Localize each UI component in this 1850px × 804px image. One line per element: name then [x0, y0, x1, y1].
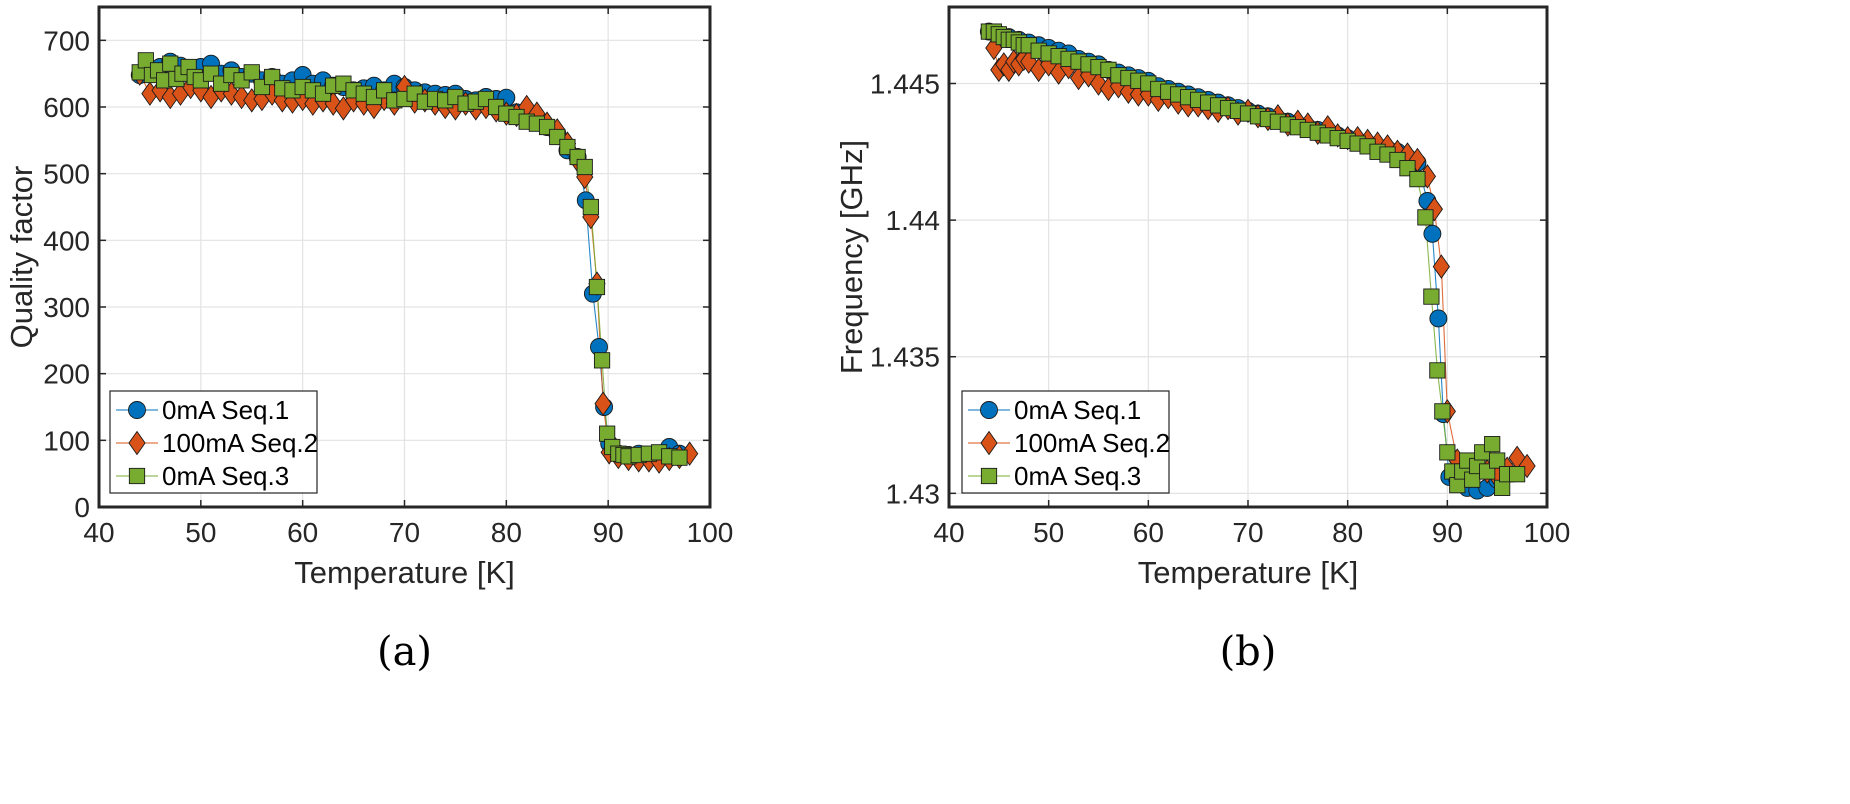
x-tick-label: 70 [389, 517, 420, 548]
y-tick-label: 300 [43, 292, 90, 323]
legend-entry: 100mA Seq.2 [968, 428, 1170, 458]
data-point [1484, 436, 1501, 453]
data-point [1429, 362, 1446, 379]
y-tick-label: 0 [74, 492, 90, 523]
y-tick-label: 700 [43, 25, 90, 56]
x-tick-label: 100 [1524, 517, 1571, 548]
x-axis-label: Temperature [K] [294, 555, 515, 590]
legend-entry: 0mA Seq.3 [968, 461, 1141, 491]
data-point [1429, 309, 1448, 328]
legend-marker [980, 467, 998, 485]
data-layer [979, 22, 1536, 500]
data-point [1508, 466, 1526, 483]
y-tick-label: 200 [43, 359, 90, 390]
data-point [1494, 479, 1511, 496]
data-point [1432, 254, 1450, 279]
x-tick-label: 70 [1232, 517, 1263, 548]
data-point [593, 352, 611, 369]
chart-a: 40 50 60 70 80 90 100 0 100 200 300 400 500 600 700 Tem… [4, 5, 734, 675]
legend-entry: 0mA Seq.1 [968, 395, 1141, 425]
data-point [1464, 471, 1481, 488]
legend-marker [980, 430, 998, 456]
y-tick-label: 600 [43, 92, 90, 123]
data-point [243, 64, 260, 81]
legend-entry: 0mA Seq.1 [116, 395, 289, 425]
data-point [594, 391, 612, 416]
x-tick-label: 90 [593, 517, 624, 548]
data-point [671, 449, 688, 466]
data-point [1439, 444, 1456, 461]
data-point [1489, 452, 1506, 469]
x-tick-label: 80 [491, 517, 522, 548]
legend-label: 100mA Seq.2 [1014, 428, 1170, 458]
x-tick-label: 50 [1033, 517, 1064, 548]
legend-marker [128, 430, 146, 456]
legend-marker [128, 401, 146, 419]
data-point [1423, 288, 1440, 305]
legend-marker [980, 401, 998, 419]
legend-label: 0mA Seq.3 [162, 461, 289, 491]
data-point [1089, 71, 1108, 96]
series-3-markers [131, 52, 688, 466]
legend-entry: 0mA Seq.3 [116, 461, 289, 491]
data-point [1518, 453, 1536, 479]
series-3-markers [980, 23, 1526, 496]
data-point [576, 158, 593, 176]
data-layer [130, 52, 699, 474]
y-tick-label: 100 [43, 425, 90, 456]
y-tick-label: 400 [43, 225, 90, 256]
legend-marker [128, 467, 146, 485]
data-point [1449, 477, 1466, 494]
data-point [1409, 171, 1426, 188]
data-point [1425, 196, 1444, 222]
legend-label: 0mA Seq.1 [162, 395, 289, 425]
x-tick-label: 90 [1432, 517, 1463, 548]
legend-label: 0mA Seq.3 [1014, 461, 1141, 491]
y-tick-label: 1.445 [870, 69, 940, 100]
y-axis-label: Frequency [GHz] [834, 140, 869, 374]
x-tick-label: 60 [287, 517, 318, 548]
data-point [1434, 403, 1451, 420]
y-axis-label: Quality factor [4, 166, 39, 349]
x-tick-label: 40 [83, 517, 114, 548]
y-tick-label: 500 [43, 159, 90, 190]
y-tick-label: 1.44 [886, 205, 941, 236]
data-point [1417, 209, 1434, 226]
figure-caption: (b) [1220, 629, 1277, 675]
x-tick-label: 60 [1133, 517, 1164, 548]
data-point [588, 278, 606, 296]
x-tick-label: 100 [687, 517, 734, 548]
y-tick-label: 1.43 [886, 478, 941, 509]
legend-entry: 100mA Seq.2 [116, 428, 318, 458]
figure-caption: (a) [377, 629, 432, 675]
legend-label: 100mA Seq.2 [162, 428, 318, 458]
data-point [582, 198, 599, 216]
x-axis-label: Temperature [K] [1138, 555, 1359, 590]
legend-label: 0mA Seq.1 [1014, 395, 1141, 425]
chart-b: 40 50 60 70 80 90 100 1.43 1.435 1.44 1.445 Tempera… [834, 5, 1571, 675]
y-tick-label: 1.435 [870, 342, 940, 373]
data-point [1423, 224, 1442, 243]
x-tick-label: 80 [1332, 517, 1363, 548]
x-tick-label: 50 [185, 517, 216, 548]
x-tick-label: 40 [933, 517, 964, 548]
